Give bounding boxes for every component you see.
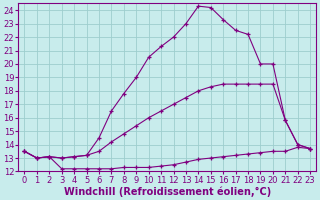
X-axis label: Windchill (Refroidissement éolien,°C): Windchill (Refroidissement éolien,°C) xyxy=(64,186,271,197)
